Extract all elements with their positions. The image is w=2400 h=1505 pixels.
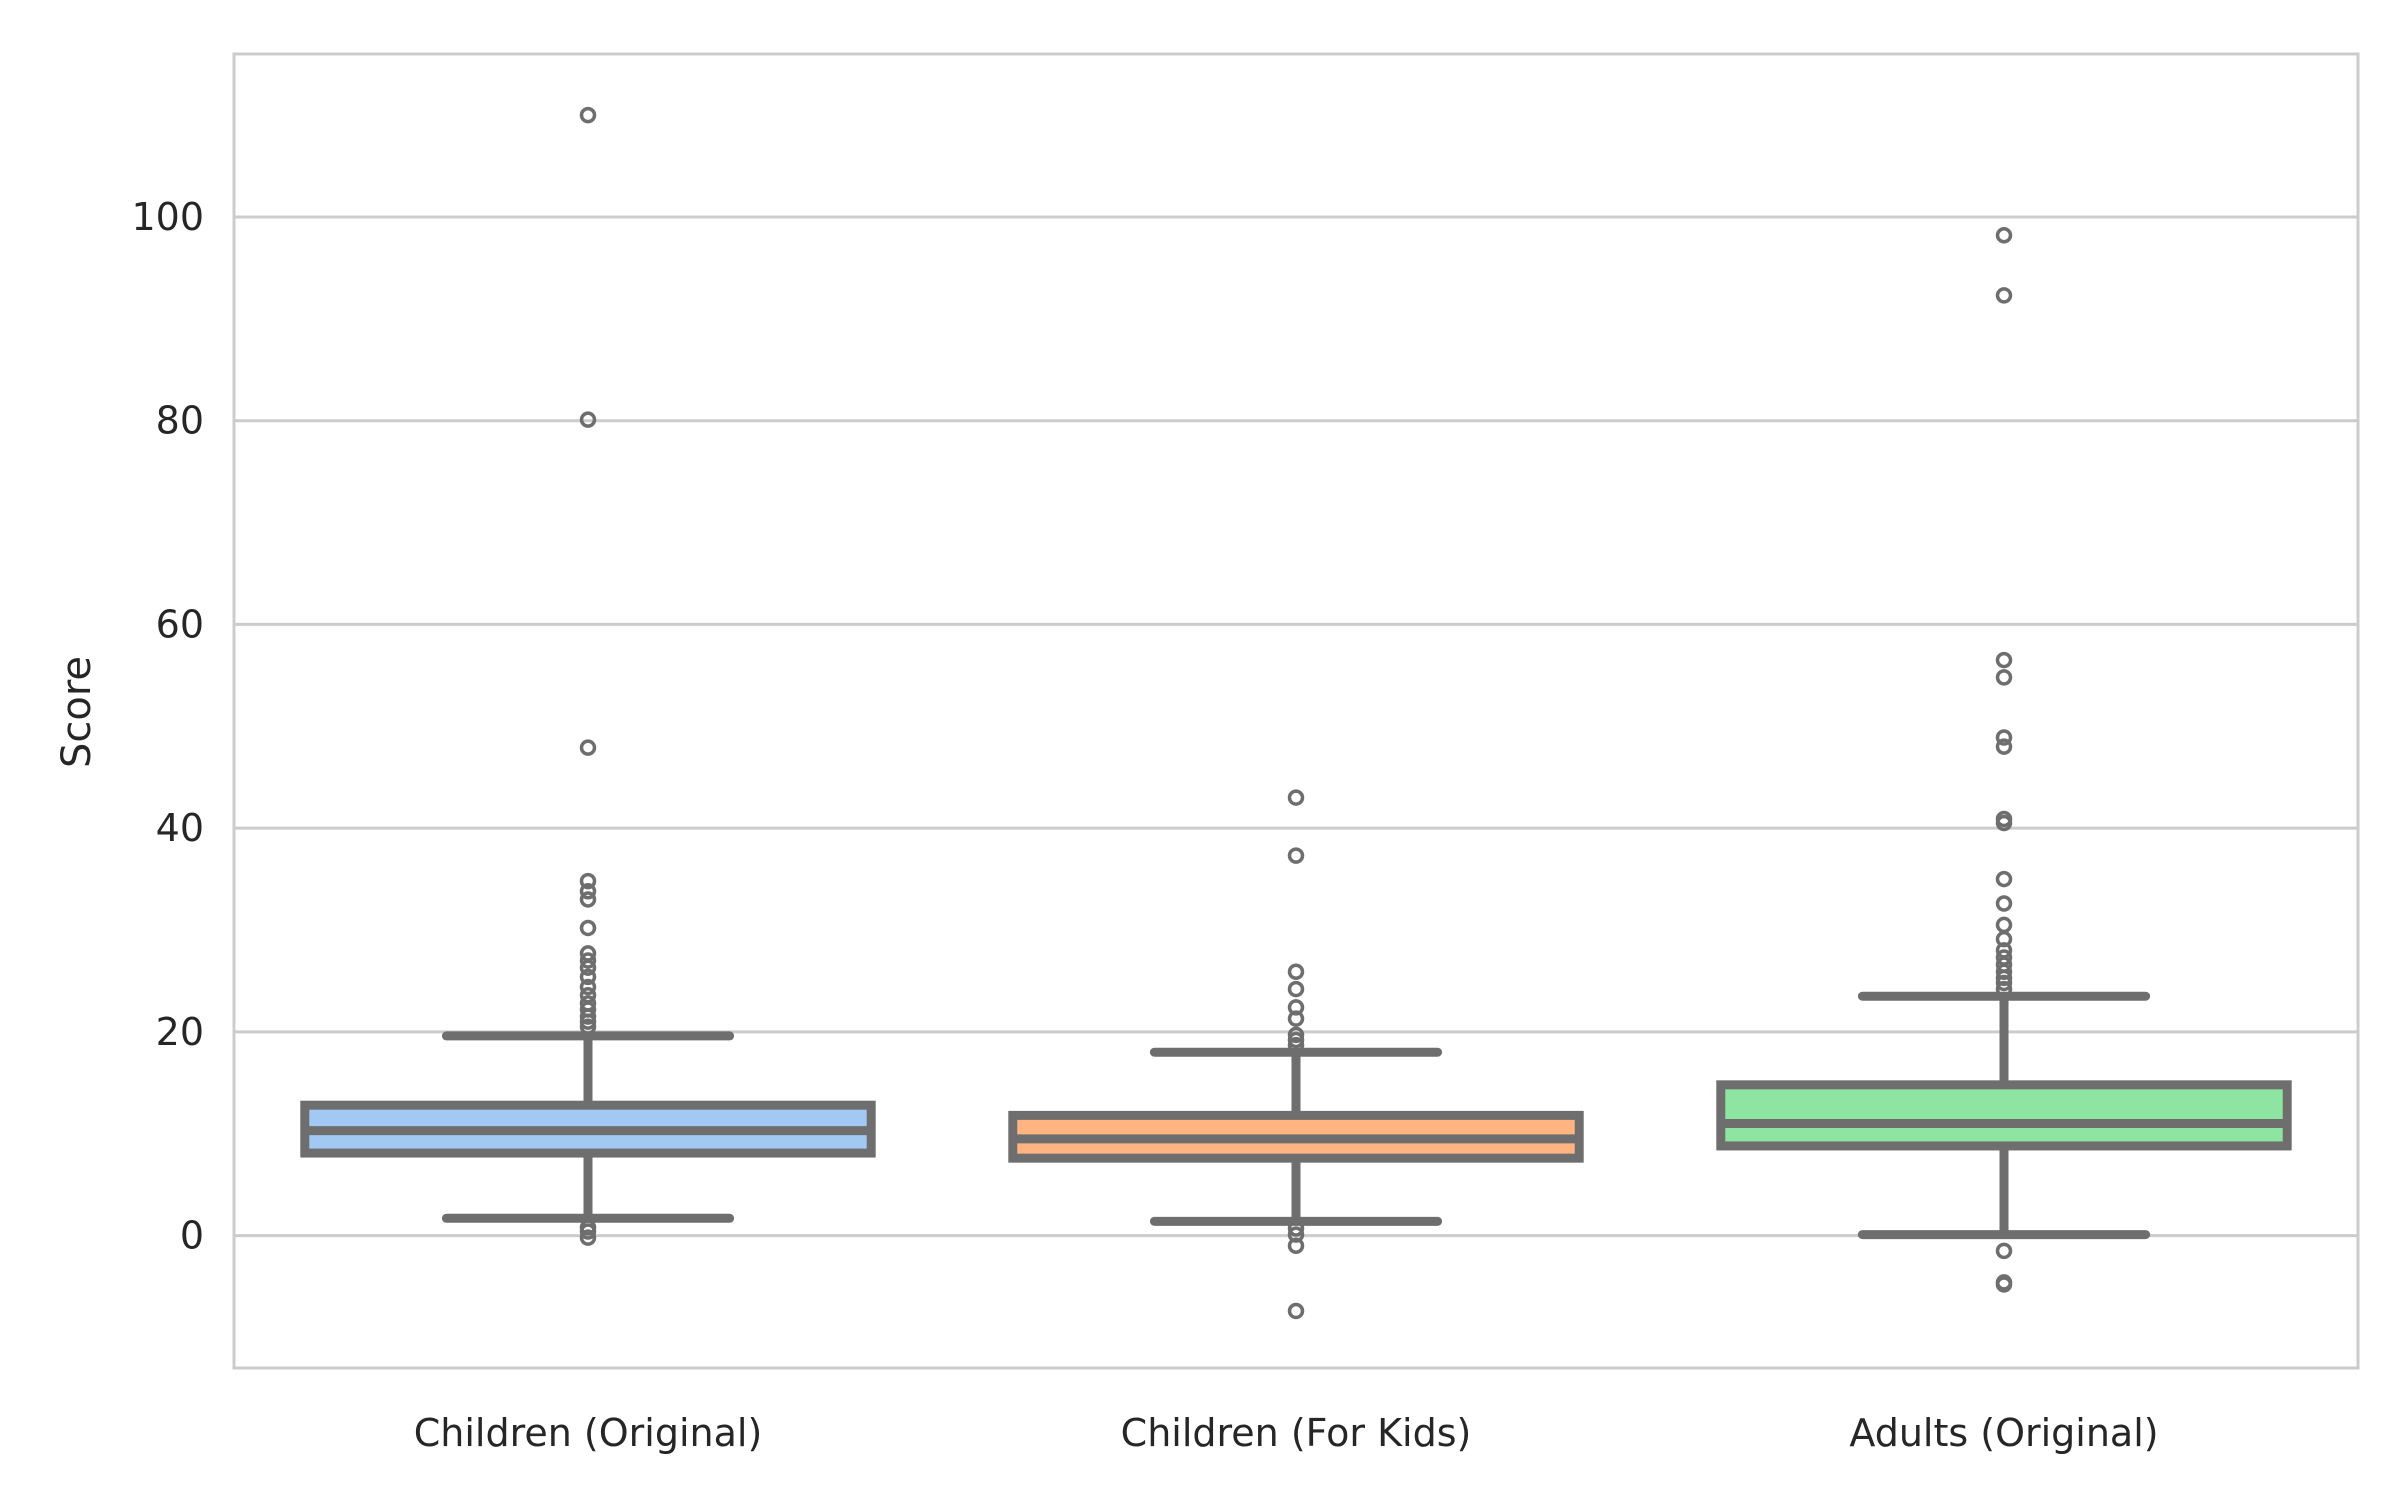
outlier-point bbox=[1995, 738, 2013, 755]
outlier-point bbox=[1995, 980, 2013, 998]
outlier-point bbox=[1287, 1237, 1305, 1255]
tick-layer: 0 20 40 60 80 100 Children (Original) Children … bbox=[131, 195, 2158, 1455]
outlier-point bbox=[1287, 980, 1305, 998]
y-tick-label: 20 bbox=[156, 1010, 204, 1054]
outlier-point bbox=[1995, 963, 2013, 981]
outlier-point bbox=[1995, 930, 2013, 948]
outlier-point bbox=[579, 1229, 597, 1246]
y-tick-label: 0 bbox=[180, 1214, 204, 1258]
outlier-point bbox=[1287, 999, 1305, 1016]
outlier-point bbox=[579, 106, 597, 124]
outlier-point bbox=[579, 411, 597, 428]
x-tick-label: Children (Original) bbox=[414, 1411, 763, 1455]
outlier-point bbox=[579, 883, 597, 900]
outlier-point bbox=[1995, 870, 2013, 888]
outlier-point bbox=[1995, 729, 2013, 746]
box-layer bbox=[300, 106, 2292, 1320]
outlier-point bbox=[1995, 969, 2013, 987]
box-group bbox=[300, 106, 876, 1246]
outlier-point bbox=[1995, 227, 2013, 244]
outlier-point bbox=[1995, 974, 2013, 992]
outlier-point bbox=[1287, 1302, 1305, 1320]
outlier-point bbox=[1995, 651, 2013, 669]
outlier-point bbox=[1287, 1026, 1305, 1044]
outlier-point bbox=[1995, 916, 2013, 934]
outlier-point bbox=[1287, 1010, 1305, 1027]
y-tick-label: 80 bbox=[156, 399, 204, 443]
outlier-point bbox=[1995, 669, 2013, 686]
outlier-point bbox=[579, 959, 597, 976]
outlier-point bbox=[1287, 1220, 1305, 1237]
iqr-box bbox=[1716, 1080, 2292, 1151]
outlier-point bbox=[1995, 1242, 2013, 1260]
box-group bbox=[1716, 227, 2292, 1293]
outlier-point bbox=[1287, 1226, 1305, 1243]
outlier-point bbox=[1287, 963, 1305, 981]
x-tick-label: Adults (Original) bbox=[1849, 1411, 2158, 1455]
outlier-point bbox=[1995, 895, 2013, 912]
outlier-point bbox=[1995, 814, 2013, 832]
outlier-point bbox=[579, 968, 597, 986]
outlier-point bbox=[579, 1223, 597, 1240]
outlier-point bbox=[579, 891, 597, 908]
outlier-point bbox=[579, 952, 597, 969]
outlier-point bbox=[579, 739, 597, 756]
y-tick-label: 100 bbox=[131, 195, 204, 239]
outlier-point bbox=[579, 1013, 597, 1030]
y-tick-label: 40 bbox=[156, 806, 204, 850]
outlier-point bbox=[579, 978, 597, 996]
outlier-point bbox=[579, 872, 597, 890]
outlier-point bbox=[1287, 1036, 1305, 1054]
x-tick-label: Children (For Kids) bbox=[1121, 1411, 1472, 1455]
box-group bbox=[1008, 789, 1584, 1320]
outlier-point bbox=[1995, 287, 2013, 304]
outlier-point bbox=[1287, 847, 1305, 864]
outlier-point bbox=[1995, 1276, 2013, 1293]
y-tick-label: 60 bbox=[156, 602, 204, 646]
outlier-point bbox=[1287, 789, 1305, 806]
outlier-point bbox=[1287, 1031, 1305, 1049]
outlier-point bbox=[579, 1008, 597, 1025]
outlier-point bbox=[579, 1018, 597, 1036]
plot-frame bbox=[232, 52, 2360, 1370]
y-axis-title: Score bbox=[54, 656, 100, 768]
outlier-point bbox=[579, 919, 597, 937]
